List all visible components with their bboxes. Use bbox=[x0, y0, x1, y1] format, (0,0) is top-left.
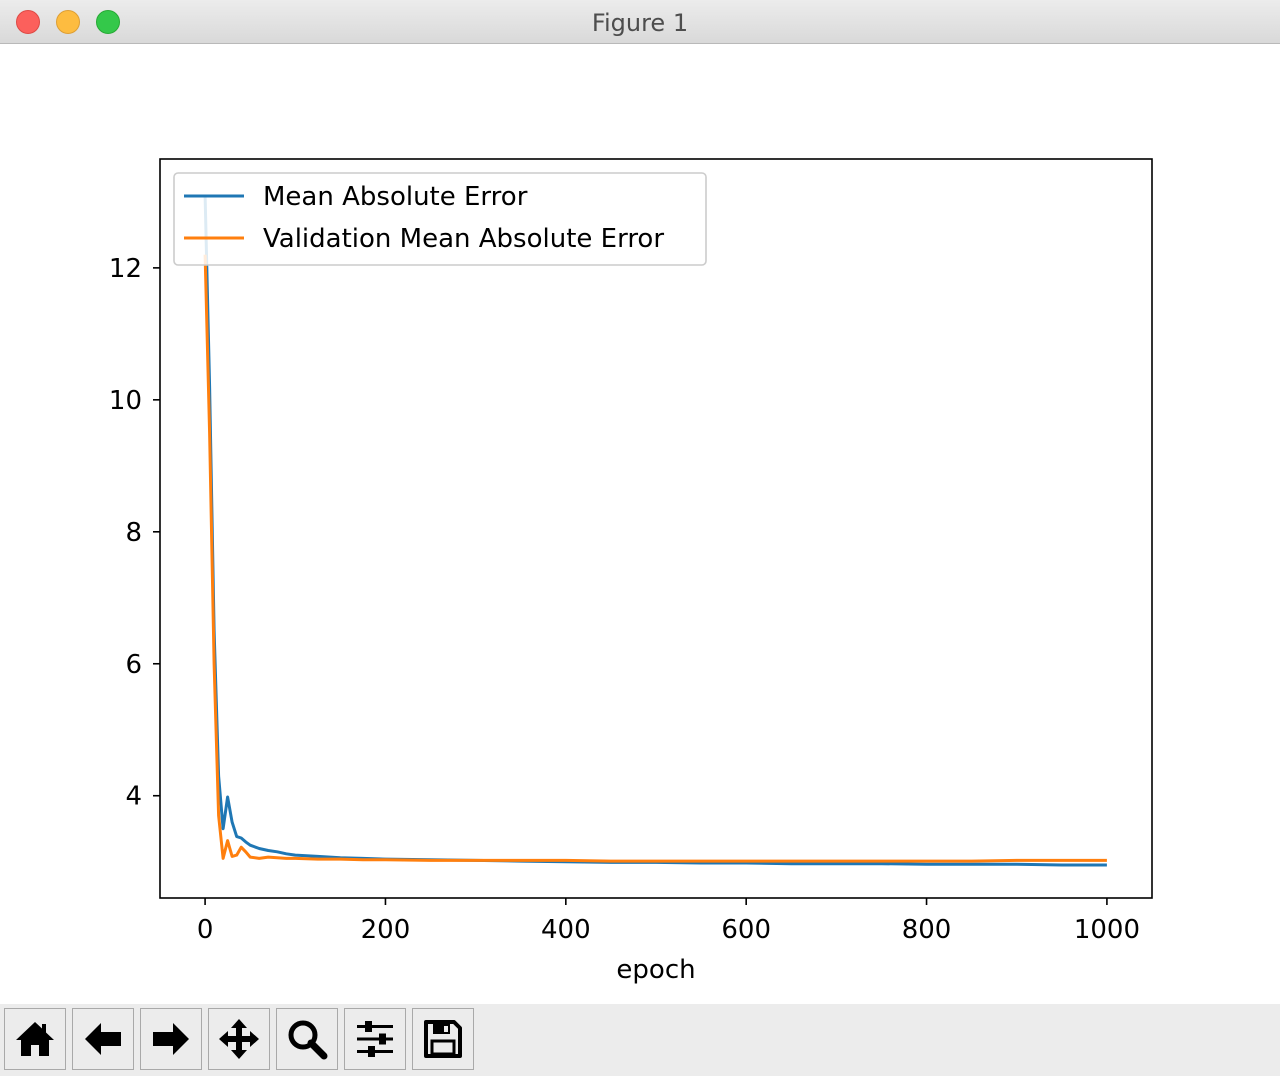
window-titlebar: Figure 1 bbox=[0, 0, 1280, 44]
x-tick-label: 800 bbox=[902, 915, 952, 945]
configure-subplots-button[interactable] bbox=[344, 1008, 406, 1070]
save-button[interactable] bbox=[412, 1008, 474, 1070]
forward-button[interactable] bbox=[140, 1008, 202, 1070]
pan-button[interactable] bbox=[208, 1008, 270, 1070]
y-tick-label: 8 bbox=[125, 518, 142, 548]
line-chart: 0 200 400 600 800 1000 4 6 8 10 12 epoch Mean Abs… bbox=[109, 158, 1153, 985]
floppy-disk-icon bbox=[424, 1020, 462, 1058]
zoom-button[interactable] bbox=[276, 1008, 338, 1070]
window-title: Figure 1 bbox=[591, 9, 689, 37]
window-close-button[interactable] bbox=[16, 10, 40, 34]
x-tick-label: 600 bbox=[721, 915, 771, 945]
series-line-1 bbox=[203, 195, 1107, 867]
window-minimize-button[interactable] bbox=[56, 10, 80, 34]
axes-frame bbox=[159, 158, 1153, 899]
x-tick-label: 400 bbox=[541, 915, 591, 945]
sliders-icon bbox=[357, 1021, 393, 1057]
back-button[interactable] bbox=[72, 1008, 134, 1070]
navigation-toolbar bbox=[0, 1004, 1280, 1076]
arrow-right-icon bbox=[153, 1023, 189, 1055]
home-icon bbox=[16, 1022, 54, 1056]
legend-label: Validation Mean Absolute Error bbox=[263, 224, 664, 254]
x-tick-label: 0 bbox=[197, 915, 214, 945]
series-line-2 bbox=[203, 254, 1107, 863]
legend: Mean Absolute Error Validation Mean Absol… bbox=[173, 172, 707, 266]
home-button[interactable] bbox=[4, 1008, 66, 1070]
window-zoom-button[interactable] bbox=[96, 10, 120, 34]
arrow-left-icon bbox=[85, 1023, 121, 1055]
x-tick-label: 1000 bbox=[1074, 915, 1140, 945]
x-axis-label: epoch bbox=[616, 955, 695, 985]
y-tick-label: 4 bbox=[125, 782, 142, 812]
legend-box bbox=[173, 172, 707, 266]
legend-label: Mean Absolute Error bbox=[263, 182, 528, 212]
figure-canvas[interactable]: 0 200 400 600 800 1000 4 6 8 10 12 epoch Mean Abs… bbox=[0, 44, 1280, 1004]
move-icon bbox=[219, 1019, 259, 1059]
y-tick-label: 6 bbox=[125, 650, 142, 680]
y-tick-label: 12 bbox=[109, 254, 142, 284]
x-tick-label: 200 bbox=[361, 915, 411, 945]
y-tick-label: 10 bbox=[109, 386, 142, 416]
magnifier-icon bbox=[288, 1020, 328, 1060]
